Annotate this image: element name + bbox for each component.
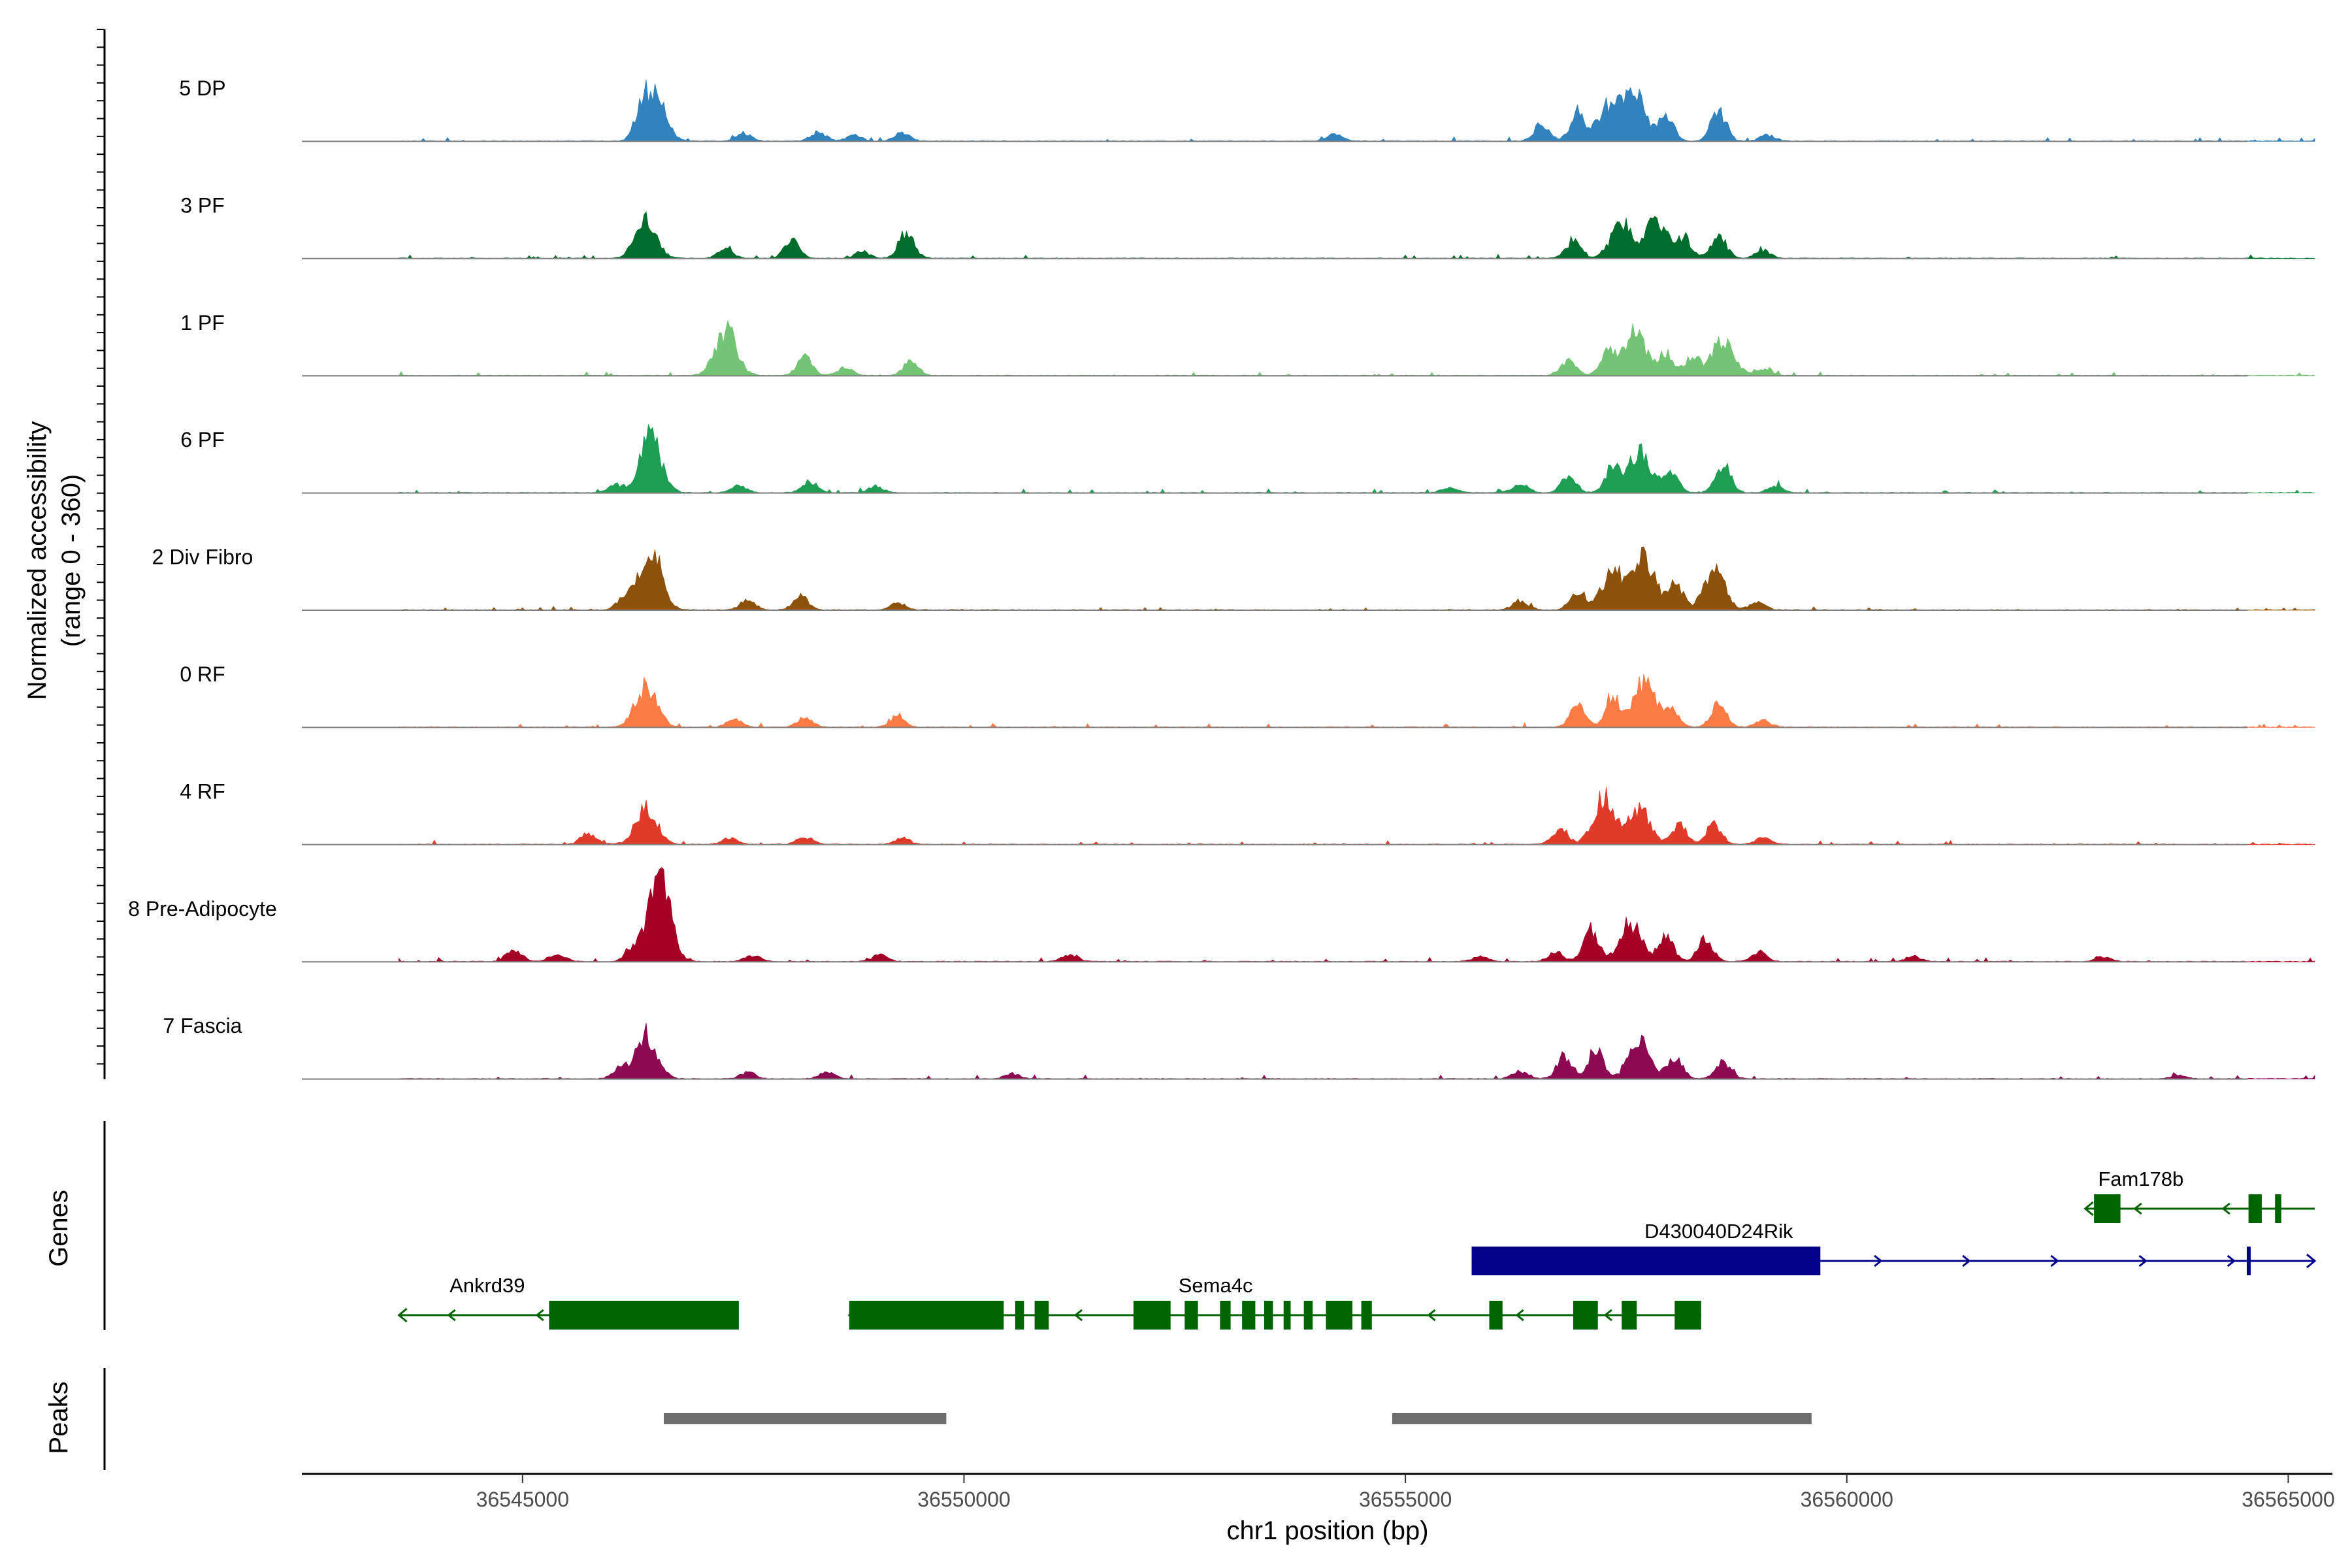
gene-model: Fam178b — [2083, 1168, 2315, 1223]
x-tick-label: 36545000 — [476, 1488, 569, 1511]
gene-exon — [1361, 1301, 1372, 1330]
gene-exon — [1489, 1301, 1503, 1330]
genes-panel-title: Genes — [44, 1190, 73, 1267]
gene-exon — [1326, 1301, 1352, 1330]
gene-label: Ankrd39 — [449, 1274, 525, 1297]
strand-arrow — [2227, 1254, 2236, 1267]
gene-exon — [1303, 1301, 1313, 1330]
gene-exon — [1133, 1301, 1171, 1330]
strand-arrow — [2083, 1201, 2094, 1217]
gene-label: Sema4c — [1179, 1274, 1253, 1297]
peak-region — [1392, 1413, 1812, 1424]
gene-model: Sema4c — [847, 1274, 1701, 1330]
gene-exon — [2246, 1247, 2251, 1275]
gene-label: D430040D24Rik — [1644, 1220, 1793, 1243]
track-label: 0 RF — [180, 662, 225, 686]
coverage-track: 7 Fascia — [163, 1014, 2315, 1080]
gene-label: Fam178b — [2098, 1168, 2183, 1190]
y-axis-title: Normalized accessibility — [23, 421, 52, 700]
gene-exon — [1264, 1301, 1273, 1330]
gene-exon — [1573, 1301, 1598, 1330]
track-label: 2 Div Fibro — [152, 546, 253, 569]
gene-exon — [1220, 1301, 1231, 1330]
track-label: 5 DP — [179, 76, 225, 100]
gene-exon — [2275, 1194, 2281, 1223]
track-label: 8 Pre-Adipocyte — [128, 897, 277, 921]
coverage-track: 4 RF — [180, 779, 2315, 845]
coverage-area — [399, 787, 2315, 845]
y-axis-range-label: (range 0 - 360) — [57, 474, 86, 647]
gene-exon — [1471, 1247, 1821, 1275]
coverage-area — [399, 211, 2315, 259]
gene-model: Ankrd39 — [397, 1274, 739, 1330]
track-label: 4 RF — [180, 779, 225, 803]
x-tick-label: 36555000 — [1359, 1488, 1452, 1511]
gene-exon — [1283, 1301, 1291, 1330]
gene-exon — [1034, 1301, 1049, 1330]
peak-region — [664, 1413, 947, 1424]
genes-panel: Ankrd39 Sema4c D430040D24Rik Fam178b — [103, 1121, 2317, 1330]
x-tick-label: 36560000 — [1801, 1488, 1893, 1511]
gene-exon — [2094, 1194, 2121, 1223]
coverage-area — [399, 546, 2315, 611]
coverage-area — [399, 1022, 2315, 1080]
strand-arrow — [447, 1309, 456, 1322]
track-label: 3 PF — [180, 193, 225, 217]
coverage-track: 3 PF — [180, 193, 2315, 259]
strand-arrow — [1427, 1309, 1436, 1322]
gene-exon — [549, 1301, 739, 1330]
peaks-panel-title: Peaks — [44, 1381, 73, 1454]
strand-arrow — [1073, 1309, 1083, 1322]
x-axis: 36545000 36550000 36555000 36560000 36565000 — [302, 1473, 2335, 1511]
coverage-track: 6 PF — [180, 424, 2315, 494]
coverage-area — [399, 674, 2315, 728]
coverage-track: 0 RF — [180, 662, 2315, 728]
coverage-track: 1 PF — [180, 311, 2315, 377]
peaks-panel — [103, 1368, 1812, 1470]
strand-arrow — [2221, 1202, 2230, 1215]
gene-exon — [1015, 1301, 1024, 1330]
coverage-track: 2 Div Fibro — [152, 546, 2315, 611]
track-label: 7 Fascia — [163, 1014, 242, 1037]
track-label: 1 PF — [180, 311, 225, 335]
gene-model: D430040D24Rik — [1471, 1220, 2317, 1275]
strand-arrow — [2138, 1254, 2148, 1267]
coverage-area — [399, 319, 2315, 376]
coverage-area — [399, 867, 2315, 962]
gene-exon — [1622, 1301, 1637, 1330]
coverage-track: 5 DP — [179, 76, 2315, 142]
x-axis-title: chr1 position (bp) — [1226, 1516, 1428, 1545]
strand-arrow — [1603, 1309, 1612, 1322]
strand-arrow — [2050, 1254, 2059, 1267]
strand-arrow — [2133, 1202, 2142, 1215]
strand-arrow — [1874, 1254, 1883, 1267]
x-tick-label: 36565000 — [2242, 1488, 2334, 1511]
strand-arrow — [2306, 1253, 2317, 1269]
gene-exon — [849, 1301, 1004, 1330]
x-tick-label: 36550000 — [917, 1488, 1010, 1511]
gene-exon — [1674, 1301, 1701, 1330]
strand-arrow — [535, 1309, 544, 1322]
track-label: 6 PF — [180, 428, 225, 451]
strand-arrow — [1962, 1254, 1971, 1267]
strand-arrow — [397, 1307, 408, 1323]
coverage-area — [399, 79, 2315, 142]
coverage-panel: 5 DP 3 PF 1 PF 6 PF 2 Div Fibro 0 RF 4 RF 8 Pre… — [97, 29, 2315, 1080]
gene-exon — [1242, 1301, 1256, 1330]
coverage-area — [399, 424, 2315, 494]
gene-exon — [1184, 1301, 1198, 1330]
gene-exon — [2248, 1194, 2262, 1223]
strand-arrow — [1515, 1309, 1524, 1322]
coverage-track: 8 Pre-Adipocyte — [128, 867, 2315, 963]
